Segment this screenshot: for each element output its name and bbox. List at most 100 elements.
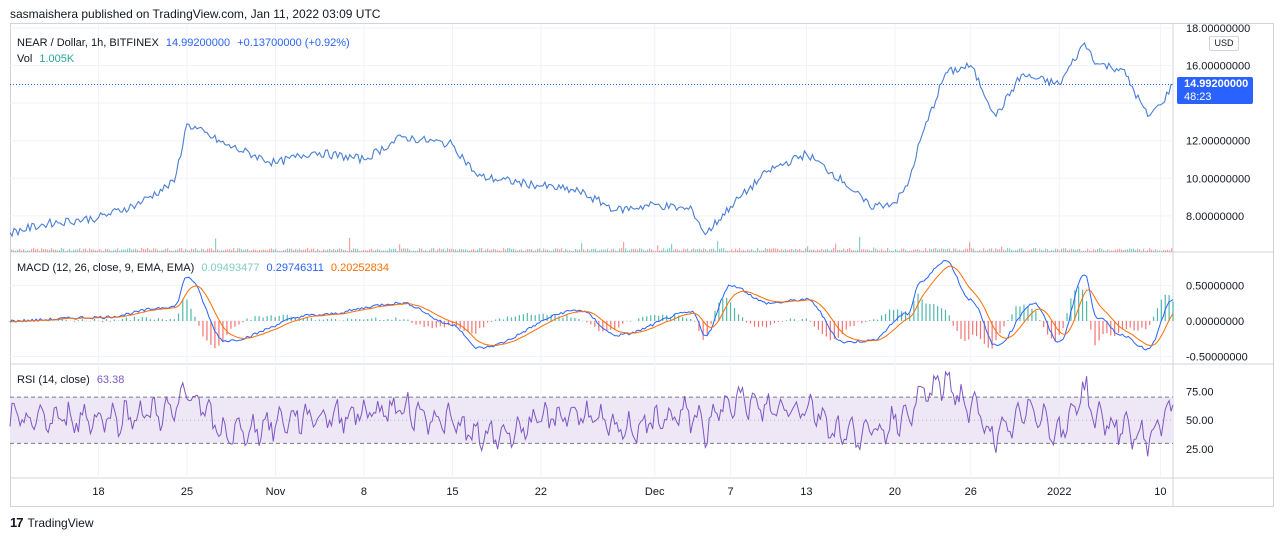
volume-bar [327, 249, 329, 252]
volume-bar [651, 249, 653, 252]
macd-hist-bar [876, 319, 879, 321]
volume-bar [693, 248, 695, 252]
volume-bar [743, 249, 745, 252]
rsi-label[interactable]: RSI (14, close) [17, 374, 90, 386]
volume-bar [1161, 250, 1163, 252]
volume-bar [519, 249, 521, 252]
volume-bar [945, 249, 947, 252]
volume-bar [297, 249, 299, 252]
volume-bar [869, 250, 871, 252]
volume-bar [539, 248, 541, 252]
tradingview-brand[interactable]: 17 TradingView [10, 515, 94, 530]
macd-value: 0.29746311 [266, 262, 324, 274]
macd-hist-bar [749, 320, 752, 324]
macd-hist-bar [904, 311, 907, 321]
volume-bar [559, 249, 561, 252]
macd-hist-bar [586, 320, 588, 323]
macd-hist-bar [522, 314, 524, 321]
macd-hist-bar [1039, 319, 1041, 321]
volume-bar [353, 248, 355, 252]
macd-hist-bar [646, 316, 648, 321]
volume-bar [401, 248, 403, 252]
macd-hist-bar [383, 319, 385, 321]
price-legend: NEAR / Dollar, 1h, BITFINEX 14.99200000 … [17, 37, 354, 49]
volume-bar [545, 249, 547, 252]
volume-bar [493, 248, 495, 252]
macd-hist-bar [1070, 298, 1072, 321]
currency-button[interactable]: USD [1209, 36, 1239, 51]
macd-hist-bar [210, 320, 212, 345]
volume-bar [81, 250, 83, 252]
volume-bar [895, 249, 897, 252]
volume-bar [591, 248, 593, 252]
volume-bar [767, 248, 769, 252]
volume-bar [1087, 248, 1089, 252]
volume-bar [229, 249, 231, 252]
volume-bar [1043, 250, 1045, 252]
volume-bar [1059, 250, 1061, 252]
macd-hist-bar [849, 320, 851, 327]
volume-bar [965, 248, 967, 252]
macd-hist-bar [1106, 320, 1108, 334]
volume-bar [957, 250, 959, 252]
volume-bar [1033, 248, 1035, 252]
macd-hist-bar [222, 320, 224, 342]
volume-bar [549, 250, 551, 252]
volume-bar [201, 248, 203, 252]
x-tick-label: 8 [361, 486, 367, 498]
volume-bar [273, 249, 275, 252]
volume-bar [321, 250, 323, 252]
symbol-label[interactable]: NEAR / Dollar, 1h, BITFINEX [17, 37, 159, 49]
chart-frame[interactable] [10, 23, 1274, 507]
macd-hist-bar [510, 317, 513, 321]
volume-bar [505, 249, 507, 252]
volume-bar [857, 249, 859, 252]
volume-bar [303, 249, 305, 252]
volume-bar [1051, 249, 1053, 252]
volume-bar [831, 249, 833, 252]
macd-hist-bar [270, 315, 272, 321]
volume-bar [141, 248, 143, 252]
volume-bar [431, 248, 433, 252]
macd-label[interactable]: MACD (12, 26, close, 9, EMA, EMA) [17, 262, 195, 274]
volume-bar [673, 250, 675, 252]
volume-bar [929, 248, 931, 252]
volume-bar [1077, 249, 1079, 252]
volume-bar [259, 250, 261, 252]
volume-bar [73, 249, 75, 252]
volume-bar [1147, 250, 1149, 252]
price-change: +0.13700000 (+0.92%) [237, 37, 350, 49]
macd-hist-bar [781, 320, 784, 322]
volume-bar [639, 248, 641, 252]
volume-bar [643, 249, 645, 252]
volume-bar [109, 249, 111, 252]
volume-bar [587, 248, 589, 252]
macd-hist-bar [921, 299, 923, 321]
x-tick-label: 10 [1154, 486, 1166, 498]
macd-line [9, 259, 1174, 351]
macd-hist-bar [399, 319, 401, 321]
volume-bar [1163, 250, 1165, 252]
volume-bar [291, 248, 293, 252]
volume-bar [853, 250, 855, 252]
macd-hist-bar [359, 319, 361, 321]
volume-bar [145, 249, 147, 252]
macd-hist-bar [773, 320, 776, 324]
macd-hist-bar [1031, 308, 1033, 321]
x-tick-label: Dec [645, 486, 665, 498]
volume-bar [1055, 248, 1057, 252]
vol-label[interactable]: Vol [17, 53, 33, 65]
volume-bar [113, 250, 115, 252]
macd-hist-bar [463, 320, 465, 331]
volume-bar [659, 250, 661, 252]
volume-bar [423, 250, 425, 252]
volume-bar [379, 249, 381, 252]
volume-bar [31, 248, 33, 252]
macd-hist-bar [423, 320, 425, 328]
macd-hist-bar [506, 316, 509, 321]
volume-bar [23, 249, 25, 252]
macd-hist-bar [654, 314, 656, 321]
volume-bar [391, 249, 393, 252]
x-tick-label: 7 [727, 486, 733, 498]
